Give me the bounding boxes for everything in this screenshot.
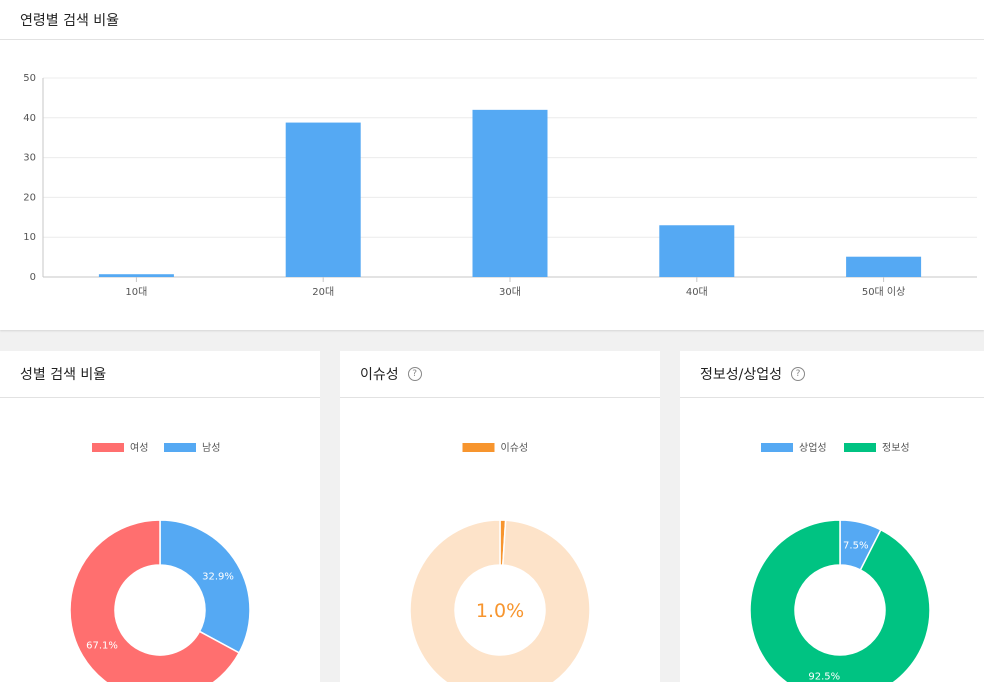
y-tick-label: 50 <box>23 73 36 84</box>
age-card-title: 연령별 검색 비율 <box>20 12 120 29</box>
x-tick-label: 30대 <box>499 286 521 298</box>
center-value-label: 1.0% <box>476 600 524 622</box>
legend-label: 여성 <box>130 442 148 454</box>
bar <box>472 109 548 277</box>
slice-label: 7.5% <box>843 540 868 551</box>
y-tick-label: 20 <box>23 192 36 203</box>
info-card-title: 정보성/상업성 <box>700 367 782 383</box>
issue-card: 이슈성 ? 이슈성 1.0% <box>340 351 660 682</box>
legend-swatch <box>92 443 124 452</box>
legend-swatch <box>844 443 876 452</box>
help-circle-icon[interactable]: ? <box>407 367 422 381</box>
issue-donut-chart: 이슈성 1.0% <box>409 442 591 682</box>
legend-label: 남성 <box>202 442 220 454</box>
x-tick-label: 20대 <box>312 286 334 298</box>
bar <box>659 225 735 277</box>
x-tick-label: 10대 <box>125 286 147 298</box>
info-commercial-donut-chart: 상업성 정보성 7.5% 92.5% <box>749 441 931 682</box>
x-tick-label: 40대 <box>686 286 708 298</box>
y-tick-label: 40 <box>23 113 36 124</box>
issue-card-title: 이슈성 <box>360 367 399 383</box>
y-tick-label: 0 <box>30 272 36 283</box>
donut-slice <box>69 519 241 682</box>
legend-swatch <box>761 443 793 452</box>
legend-swatch <box>164 443 196 452</box>
age-card-header: 연령별 검색 비율 <box>0 0 984 40</box>
bar <box>846 256 922 277</box>
help-circle-icon[interactable]: ? <box>791 367 805 381</box>
info-card-header: 정보성/상업성 ? <box>680 351 984 398</box>
legend-swatch <box>462 443 495 452</box>
info-commercial-card: 정보성/상업성 ? 상업성 정보성 7.5% 92.5% <box>680 351 984 682</box>
y-tick-label: 10 <box>23 232 36 243</box>
donut-slice <box>159 519 251 654</box>
age-search-ratio-card: 연령별 검색 비율 0 10 20 30 40 50 10대 20대 30대 40대 50대 이상 <box>0 0 984 330</box>
gender-card-title: 성별 검색 비율 <box>20 367 107 383</box>
age-bar-chart: 0 10 20 30 40 50 10대 20대 30대 40대 50대 이상 <box>23 73 977 298</box>
bar <box>285 122 361 278</box>
slice-label: 32.9% <box>202 571 234 582</box>
x-tick-label: 50대 이상 <box>862 286 906 298</box>
legend-label: 이슈성 <box>501 442 529 454</box>
issue-card-header: 이슈성 ? <box>340 351 660 398</box>
legend-label: 상업성 <box>799 441 827 454</box>
bar <box>98 274 174 277</box>
slice-label: 67.1% <box>86 641 118 652</box>
slice-label: 92.5% <box>808 672 840 682</box>
gender-search-ratio-card: 성별 검색 비율 여성 남성 32.9% 67.1% <box>0 351 320 682</box>
legend-label: 정보성 <box>882 442 910 454</box>
gender-card-header: 성별 검색 비율 <box>0 351 320 398</box>
gender-donut-chart: 여성 남성 32.9% 67.1% <box>69 442 251 682</box>
y-tick-label: 30 <box>23 153 36 164</box>
donut-slice <box>749 519 931 682</box>
donut-slice <box>409 519 591 682</box>
